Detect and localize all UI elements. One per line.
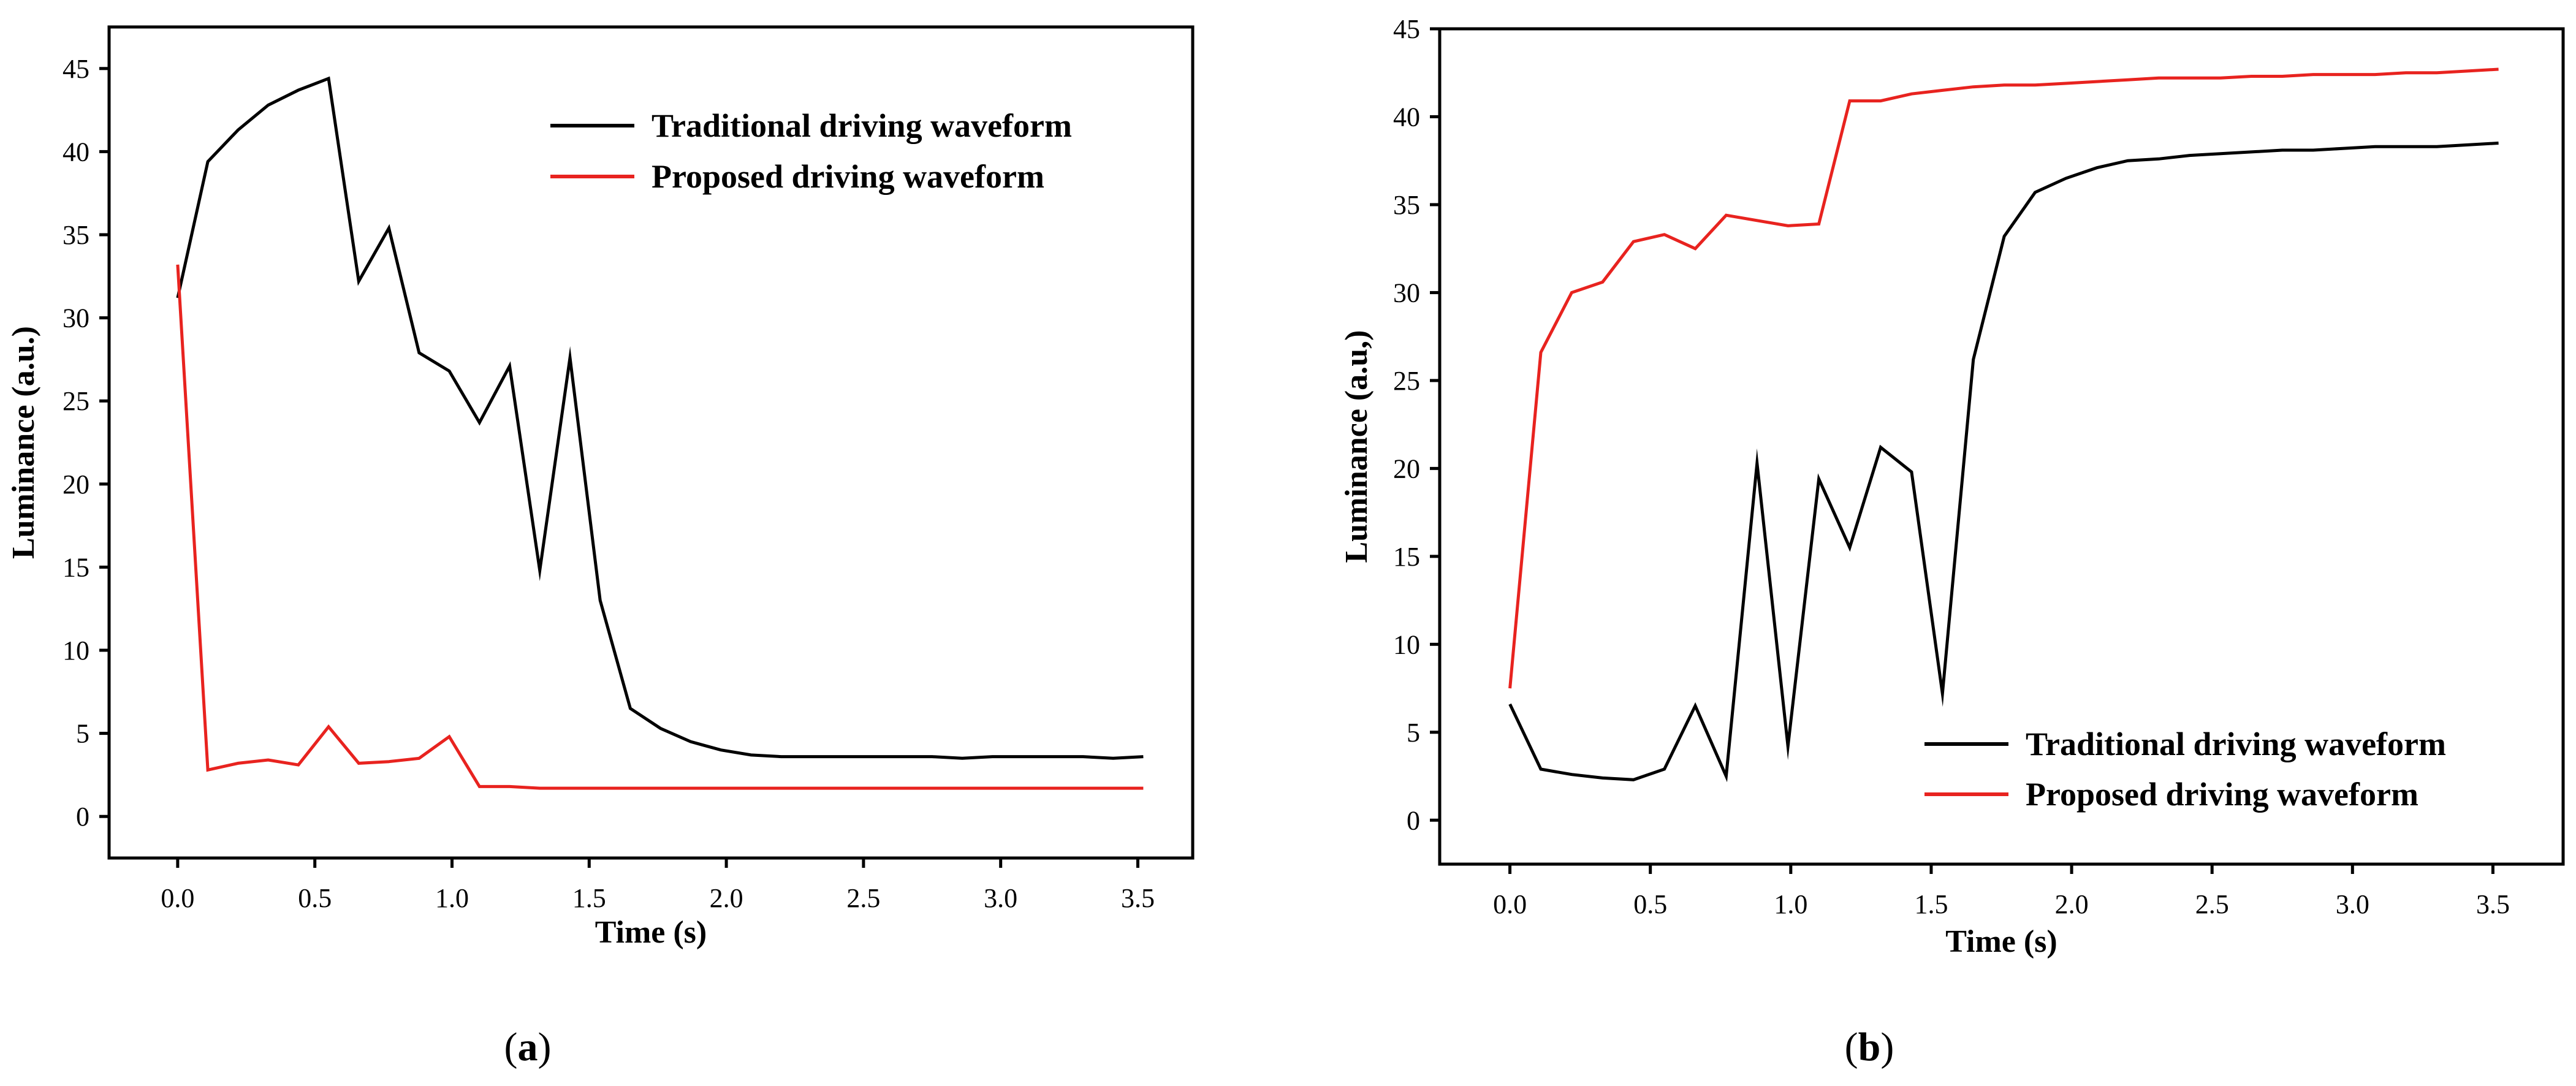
y-tick-label: 45: [1393, 14, 1420, 44]
y-tick-label: 10: [63, 636, 89, 666]
series-line-traditional: [1508, 142, 2499, 783]
panel-caption: (b): [1845, 1025, 1894, 1069]
y-tick-label: 5: [76, 719, 89, 749]
x-tick-label: 2.0: [710, 883, 743, 913]
x-tick-label: 0.0: [1493, 889, 1527, 919]
x-tick-label: 1.5: [1914, 889, 1948, 919]
y-tick-label: 15: [63, 552, 89, 582]
y-tick-label: 20: [63, 469, 89, 499]
series-line-proposed: [176, 264, 1144, 790]
x-tick-label: 2.0: [2055, 889, 2089, 919]
x-tick-label: 3.5: [2476, 889, 2510, 919]
x-axis-title: Time (s): [595, 915, 707, 950]
y-axis-title: Luminance (a.u.): [6, 326, 41, 559]
x-tick-label: 3.0: [2336, 889, 2369, 919]
legend-label: Traditional driving waveform: [2026, 726, 2446, 762]
x-tick-label: 1.0: [435, 883, 469, 913]
x-tick-label: 0.0: [161, 883, 194, 913]
y-tick-label: 40: [1393, 102, 1420, 132]
series-line-proposed: [1508, 67, 2499, 689]
panel-a: 0.0 0.5 1.0 1.5 2.0 2.5 3.0 3.5 0 5 10 15 20 25 30 35 40…: [6, 25, 1195, 1069]
y-tick-label: 0: [76, 802, 89, 832]
x-tick-label: 0.5: [298, 883, 332, 913]
x-tick-label: 2.5: [2195, 889, 2229, 919]
y-tick-label: 45: [63, 54, 89, 84]
legend: Traditional driving waveform Proposed dri…: [550, 107, 1072, 195]
x-tick-label: 0.5: [1633, 889, 1667, 919]
y-tick-label: 25: [1393, 366, 1420, 396]
y-tick-label: 30: [1393, 278, 1420, 308]
legend-label: Proposed driving waveform: [2026, 776, 2418, 813]
y-tick-label: 5: [1407, 718, 1420, 748]
plot-frame: [1438, 27, 2565, 866]
y-tick-label: 40: [63, 137, 89, 167]
y-tick-label: 20: [1393, 454, 1420, 484]
plot-frame: [107, 25, 1195, 860]
panel-caption: (a): [504, 1025, 552, 1069]
y-tick-label: 0: [1407, 805, 1420, 835]
y-tick-label: 35: [1393, 190, 1420, 220]
y-tick-label: 25: [63, 386, 89, 416]
x-tick-label: 3.0: [984, 883, 1017, 913]
legend-label: Traditional driving waveform: [652, 107, 1072, 144]
x-tick-label: 1.5: [572, 883, 606, 913]
panel-b: 0.0 0.5 1.0 1.5 2.0 2.5 3.0 3.5 0 5 10 15 20 25 30 35 40…: [1339, 14, 2565, 1069]
y-tick-label: 30: [63, 303, 89, 333]
series-line-traditional: [176, 76, 1144, 760]
y-tick-label: 35: [63, 220, 89, 250]
legend: Traditional driving waveform Proposed dri…: [1924, 726, 2446, 813]
x-tick-label: 3.5: [1121, 883, 1155, 913]
y-tick-label: 15: [1393, 542, 1420, 572]
y-axis-title: Luminance (a.u,): [1339, 330, 1374, 563]
x-tick-label: 2.5: [846, 883, 880, 913]
x-axis-title: Time (s): [1945, 924, 2057, 959]
legend-label: Proposed driving waveform: [652, 158, 1044, 195]
y-tick-label: 10: [1393, 629, 1420, 659]
x-tick-label: 1.0: [1774, 889, 1807, 919]
